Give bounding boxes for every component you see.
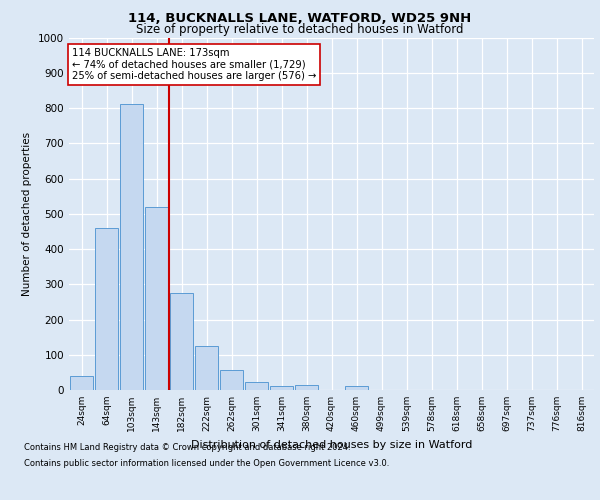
Text: Contains public sector information licensed under the Open Government Licence v3: Contains public sector information licen… bbox=[24, 459, 389, 468]
Bar bbox=[344, 386, 368, 390]
Bar bbox=[145, 206, 169, 390]
Bar bbox=[194, 346, 218, 390]
Bar bbox=[269, 386, 293, 390]
X-axis label: Distribution of detached houses by size in Watford: Distribution of detached houses by size … bbox=[191, 440, 472, 450]
Bar bbox=[245, 382, 268, 390]
Bar bbox=[95, 228, 118, 390]
Text: Size of property relative to detached houses in Watford: Size of property relative to detached ho… bbox=[136, 22, 464, 36]
Bar bbox=[220, 370, 244, 390]
Bar bbox=[70, 376, 94, 390]
Text: 114, BUCKNALLS LANE, WATFORD, WD25 9NH: 114, BUCKNALLS LANE, WATFORD, WD25 9NH bbox=[128, 12, 472, 26]
Y-axis label: Number of detached properties: Number of detached properties bbox=[22, 132, 32, 296]
Text: Contains HM Land Registry data © Crown copyright and database right 2024.: Contains HM Land Registry data © Crown c… bbox=[24, 442, 350, 452]
Bar bbox=[170, 293, 193, 390]
Bar bbox=[295, 386, 319, 390]
Text: 114 BUCKNALLS LANE: 173sqm
← 74% of detached houses are smaller (1,729)
25% of s: 114 BUCKNALLS LANE: 173sqm ← 74% of deta… bbox=[71, 48, 316, 82]
Bar bbox=[119, 104, 143, 390]
